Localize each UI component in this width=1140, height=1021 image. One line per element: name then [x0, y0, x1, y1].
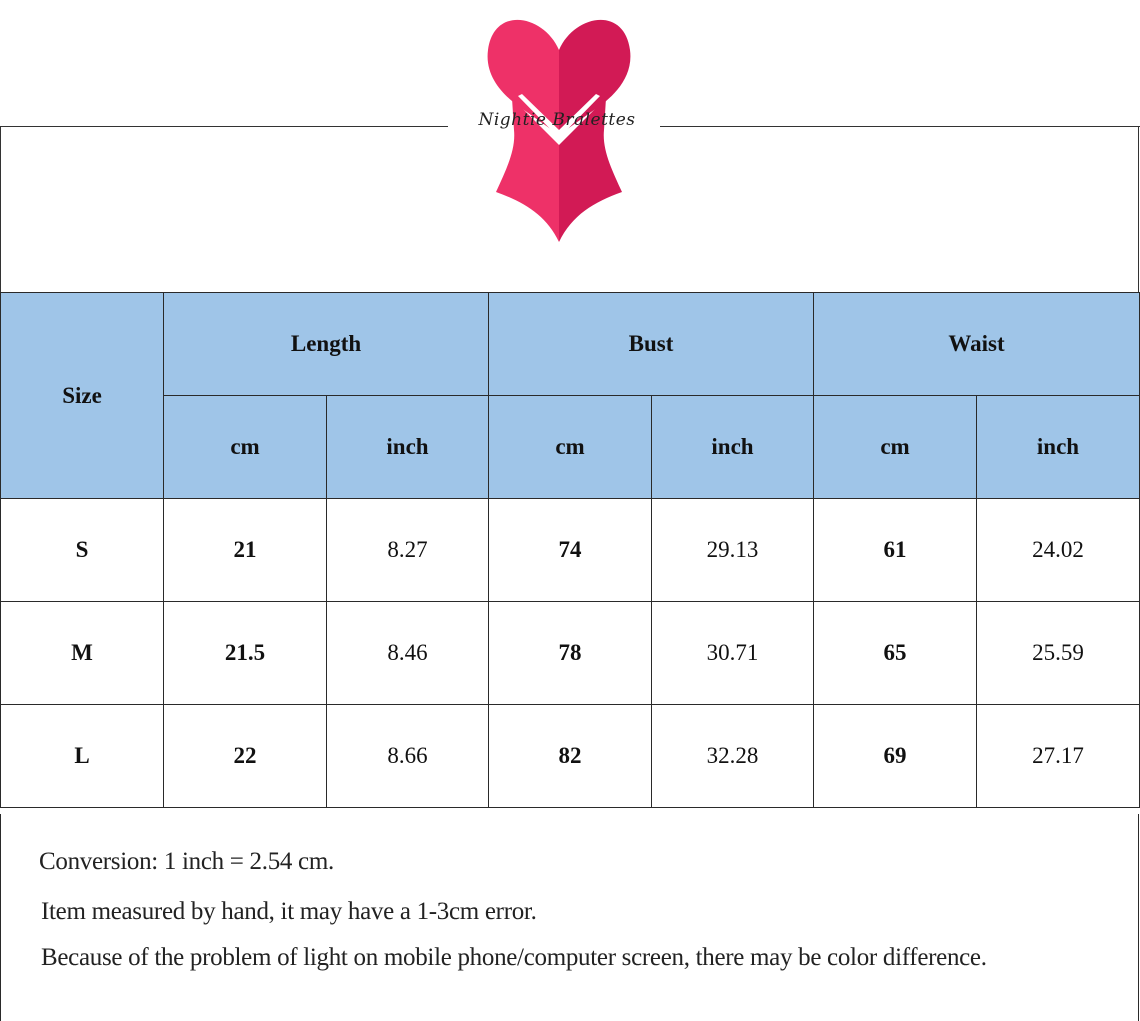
table-row: S 21 8.27 74 29.13 61 24.02	[0, 498, 1140, 602]
unit-header: inch	[325, 395, 490, 499]
table-cell: 69	[813, 704, 978, 808]
brand-name: Nightie Bralettes	[478, 110, 636, 130]
frame-top-line-left	[0, 126, 448, 127]
table-cell: 30.71	[651, 601, 815, 705]
frame-top-line-right	[660, 126, 1140, 127]
unit-header: inch	[651, 395, 815, 499]
table-cell: 61	[813, 498, 978, 602]
color-difference-note: Because of the problem of light on mobil…	[41, 944, 987, 971]
table-cell: 65	[813, 601, 978, 705]
length-group-header: Length	[162, 292, 490, 396]
table-cell: 8.46	[325, 601, 490, 705]
table-cell: 32.28	[651, 704, 815, 808]
corset-heart-icon	[484, 10, 634, 246]
table-cell: 74	[488, 498, 653, 602]
size-cell: M	[0, 601, 164, 705]
frame-left-border	[0, 126, 1, 292]
unit-header: cm	[813, 395, 978, 499]
conversion-note: Conversion: 1 inch = 2.54 cm.	[39, 848, 334, 875]
bust-group-header: Bust	[488, 292, 815, 396]
size-column-header: Size	[0, 292, 164, 499]
table-cell: 82	[488, 704, 653, 808]
table-cell: 78	[488, 601, 653, 705]
waist-group-header: Waist	[813, 292, 1140, 396]
table-cell: 21	[163, 498, 327, 602]
table-cell: 27.17	[976, 704, 1140, 808]
table-row: M 21.5 8.46 78 30.71 65 25.59	[0, 601, 1140, 705]
table-cell: 8.66	[325, 704, 490, 808]
unit-header: cm	[488, 395, 653, 499]
table-cell: 22	[163, 704, 327, 808]
size-cell: L	[0, 704, 164, 808]
table-cell: 8.27	[325, 498, 490, 602]
frame-right-border	[1138, 126, 1139, 292]
notes-panel: Conversion: 1 inch = 2.54 cm. Item measu…	[0, 814, 1139, 1021]
size-chart-table: Size Length Bust Waist cm inch cm inch c…	[0, 292, 1140, 808]
measurement-note: Item measured by hand, it may have a 1-3…	[41, 898, 537, 925]
table-row: L 22 8.66 82 32.28 69 27.17	[0, 704, 1140, 808]
table-cell: 21.5	[163, 601, 327, 705]
unit-header: cm	[163, 395, 327, 499]
table-cell: 24.02	[976, 498, 1140, 602]
size-cell: S	[0, 498, 164, 602]
unit-header: inch	[976, 395, 1140, 499]
table-cell: 29.13	[651, 498, 815, 602]
table-cell: 25.59	[976, 601, 1140, 705]
